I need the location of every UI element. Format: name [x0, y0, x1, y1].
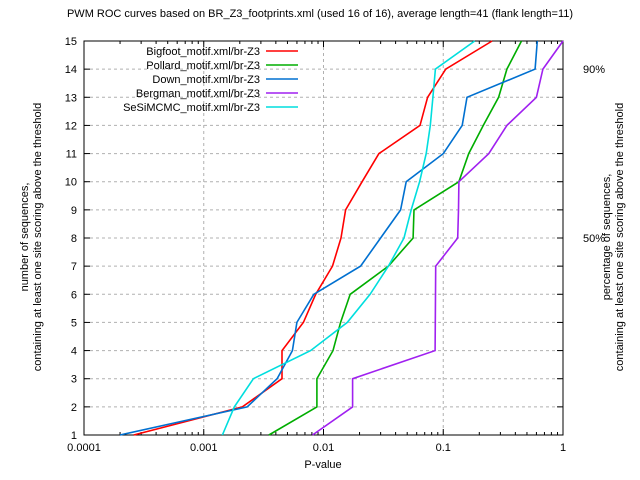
x-tick-label: 0.0001	[67, 442, 101, 454]
legend-label-down: Down_motif.xml/br-Z3	[152, 74, 260, 86]
x-tick-label: 0.001	[190, 442, 218, 454]
chart-title: PWM ROC curves based on BR_Z3_footprints…	[66, 8, 574, 20]
y-tick-label: 13	[65, 92, 77, 104]
x-axis-label: P-value	[304, 459, 342, 471]
y-tick-label: 7	[71, 261, 77, 273]
y-tick-label: 8	[71, 233, 77, 245]
y-tick-label: 6	[71, 289, 77, 301]
series-line-pollard	[268, 40, 523, 436]
legend-label-bergman: Bergman_motif.xml/br-Z3	[136, 88, 260, 100]
series-line-down	[119, 40, 539, 436]
y-tick-label: 9	[71, 205, 77, 217]
x-tick-label: 1	[560, 442, 566, 454]
x-tick-label: 0.1	[436, 442, 451, 454]
y-tick-label: 15	[65, 36, 77, 48]
y-tick-label: 14	[65, 64, 77, 76]
legend-label-sesimcmc: SeSiMCMC_motif.xml/br-Z3	[123, 102, 260, 114]
y-tick-label: 3	[71, 374, 77, 386]
y-tick-label: 1	[71, 430, 77, 442]
y-tick-label: 11	[66, 149, 77, 161]
plot-frame	[83, 40, 564, 436]
y-tick-label: 10	[65, 177, 77, 189]
y-tick-label: 2	[71, 402, 77, 414]
y2-tick-label: 50%	[583, 233, 605, 245]
series-line-sesimcmc	[221, 40, 476, 436]
legend-label-pollard: Pollard_motif.xml/br-Z3	[146, 60, 260, 72]
y-tick-label: 4	[71, 346, 77, 358]
legend-label-bigfoot: Bigfoot_motif.xml/br-Z3	[146, 46, 260, 58]
series-line-bergman	[312, 40, 564, 436]
y-tick-label: 12	[65, 120, 77, 132]
y-tick-label: 5	[71, 317, 77, 329]
x-tick-label: 0.01	[313, 442, 334, 454]
y2-tick-label: 90%	[583, 64, 605, 76]
